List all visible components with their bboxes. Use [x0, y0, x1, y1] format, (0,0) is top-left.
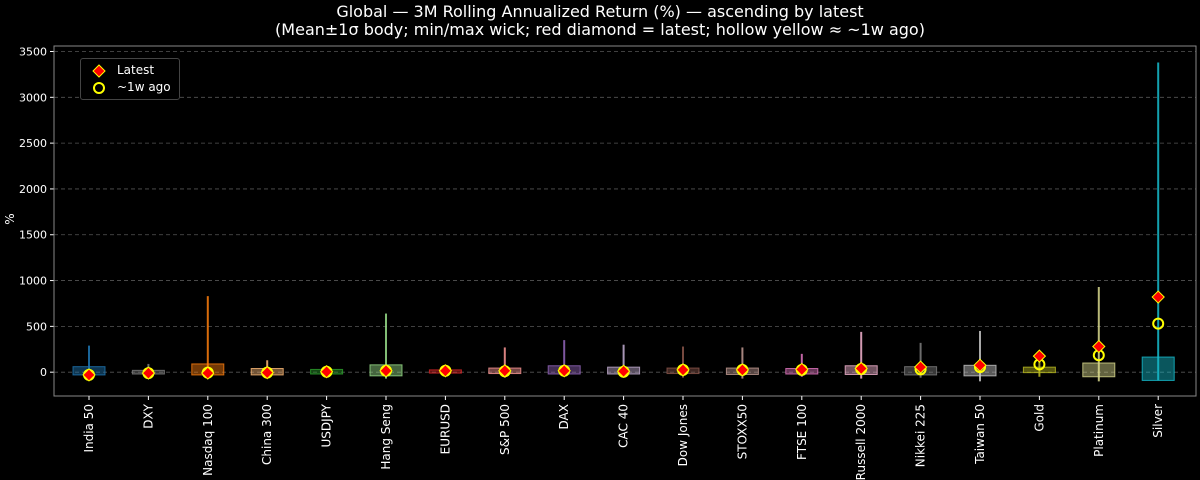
legend: Latest ~1w ago: [80, 58, 180, 100]
series-group: [963, 330, 997, 382]
y-tick-label: 1500: [19, 229, 47, 242]
week-ago-circle-icon: [93, 82, 105, 94]
series-group: [1141, 62, 1175, 381]
x-tick-label: DAX: [557, 404, 571, 429]
latest-marker: [616, 364, 631, 378]
y-tick-label: 500: [26, 320, 47, 333]
latest-marker: [735, 363, 750, 377]
series-group: [488, 347, 522, 378]
x-tick-label: Hang Seng: [379, 404, 393, 470]
x-tick-label: Dow Jones: [676, 404, 690, 466]
x-tick-label: CAC 40: [617, 404, 631, 448]
latest-marker: [1151, 290, 1165, 304]
latest-marker: [557, 364, 571, 378]
legend-label-week-ago: ~1w ago: [117, 80, 171, 94]
x-tick-label: Platinum: [1092, 404, 1106, 457]
x-tick-label: Taiwan 50: [973, 404, 987, 465]
x-tick-label: FTSE 100: [795, 404, 809, 460]
latest-marker: [201, 366, 215, 380]
x-tick-label: S&P 500: [498, 404, 512, 455]
x-tick-label: DXY: [141, 403, 155, 428]
latest-marker: [1092, 339, 1106, 354]
series-layer: [72, 62, 1175, 382]
series-group: [1022, 349, 1056, 377]
latest-marker: [973, 358, 987, 373]
x-tick-label: Russell 2000: [854, 404, 868, 480]
chart-subtitle: (Mean±1σ body; min/max wick; red diamond…: [275, 20, 925, 39]
chart-title: Global — 3M Rolling Annualized Return (%…: [336, 2, 864, 21]
latest-marker: [913, 360, 928, 374]
series-group: [72, 345, 106, 382]
axis-layer: 0 500 1000 1500 2000 2500 3000 3500 India 50 DXY N…: [19, 45, 1197, 480]
latest-marker: [498, 364, 512, 378]
y-tick-label: 2000: [19, 183, 47, 196]
x-tick-label: USDJPY: [320, 403, 334, 447]
y-tick-label: 3500: [19, 45, 47, 58]
series-group: [131, 363, 165, 380]
series-group: [369, 313, 403, 379]
series-group: [1082, 286, 1116, 382]
x-tick-label: Gold: [1032, 404, 1046, 432]
latest-marker: [379, 364, 393, 378]
latest-marker: [82, 368, 96, 382]
x-tick-label: China 300: [260, 404, 274, 465]
latest-marker: [676, 363, 690, 377]
latest-marker: [854, 361, 868, 376]
latest-marker: [141, 366, 156, 380]
y-tick-label: 0: [40, 366, 47, 379]
week-ago-marker: [1152, 317, 1165, 330]
series-group: [785, 353, 819, 377]
x-tick-label: EURUSD: [438, 404, 452, 454]
latest-marker: [1032, 349, 1047, 363]
series-group: [428, 364, 462, 378]
x-tick-label: Nasdaq 100: [201, 404, 215, 476]
y-tick-label: 1000: [19, 275, 47, 288]
x-tick-label: Nikkei 225: [914, 404, 928, 467]
series-group: [607, 344, 641, 378]
x-tick-label: India 50: [82, 404, 96, 453]
legend-label-latest: Latest: [117, 63, 155, 77]
body-box: [1141, 356, 1175, 381]
series-group: [904, 342, 938, 378]
series-group: [844, 331, 878, 379]
body-box: [1082, 362, 1116, 378]
x-tick-label: Silver: [1151, 404, 1165, 438]
series-group: [666, 346, 700, 378]
series-group: [250, 360, 284, 380]
latest-marker: [438, 364, 453, 378]
grid-layer: [54, 51, 1196, 373]
y-tick-label: 3000: [19, 91, 47, 104]
x-tick-label: STOXX50: [735, 404, 749, 459]
plot-frame: [53, 45, 1197, 397]
series-group: [191, 296, 225, 380]
series-group: [310, 365, 344, 379]
series-group: [725, 347, 759, 379]
series-group: [547, 340, 581, 378]
y-tick-label: 2500: [19, 137, 47, 150]
latest-marker: [260, 365, 274, 380]
latest-marker: [319, 365, 334, 379]
latest-marker: [795, 362, 809, 377]
latest-diamond-icon: [92, 64, 106, 78]
